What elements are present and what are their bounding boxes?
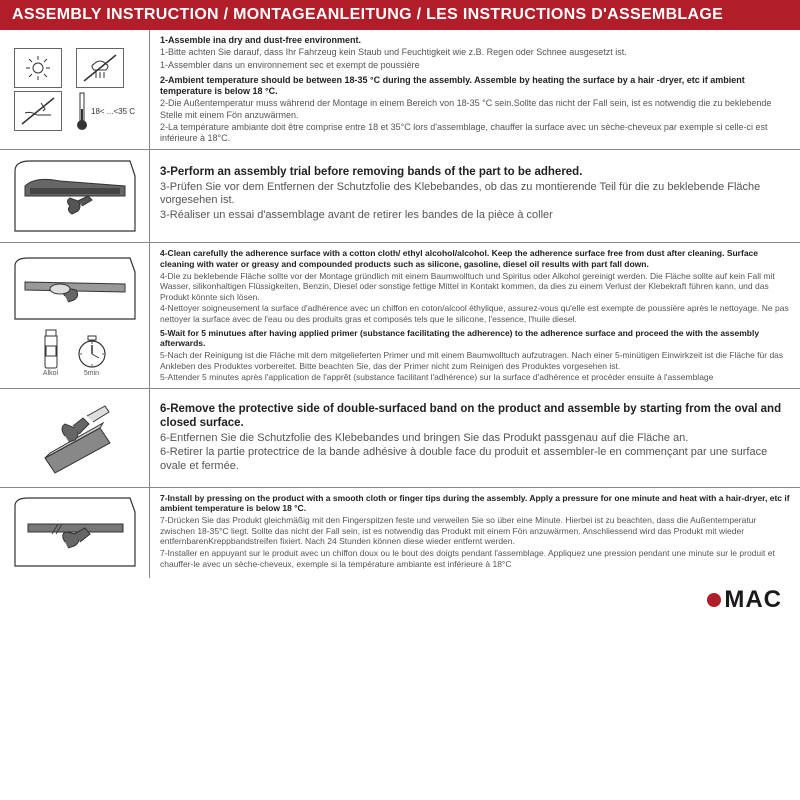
thermometer-icon: 18< ...<35 C	[76, 91, 135, 131]
step3-fr: 3-Réaliser un essai d'assemblage avant d…	[160, 209, 790, 223]
step4-en: 4-Clean carefully the adherence surface …	[160, 248, 790, 269]
press-install-icon	[10, 494, 140, 572]
header-title: ASSEMBLY INSTRUCTION / MONTAGEANLEITUNG …	[0, 0, 800, 30]
step2-en: 2-Ambient temperature should be between …	[160, 75, 790, 98]
step6-en: 6-Remove the protective side of double-s…	[160, 402, 790, 431]
step5-fr: 5-Attender 5 minutes après l'application…	[160, 372, 790, 383]
brand-dot-icon	[707, 593, 721, 607]
illustration-temp: 18< ...<35 C	[0, 30, 150, 149]
content-6: 6-Remove the protective side of double-s…	[150, 389, 800, 487]
step1-de: 1-Bitte achten Sie darauf, dass Ihr Fahr…	[160, 47, 790, 58]
illustration-clean: Alkol 5min	[0, 243, 150, 388]
temp-range-label: 18< ...<35 C	[91, 107, 135, 116]
sun-icon	[14, 48, 62, 88]
section-7: 7-Install by pressing on the product wit…	[0, 488, 800, 578]
content-7: 7-Install by pressing on the product wit…	[150, 488, 800, 578]
step1-en: 1-Assemble ina dry and dust-free environ…	[160, 35, 790, 46]
bottle-icon: Alkol	[40, 328, 62, 377]
timer-icon: 5min	[74, 334, 110, 377]
section-4-5: Alkol 5min 4-Clean carefully the adheren…	[0, 243, 800, 389]
step6-de: 6-Entfernen Sie die Schutzfolie des Kleb…	[160, 432, 790, 446]
step6-fr: 6-Retirer la partie protectrice de la ba…	[160, 446, 790, 474]
cleaning-icon	[10, 254, 140, 324]
step7-fr: 7-Installer en appuyant sur le produit a…	[160, 548, 790, 569]
content-1-2: 1-Assemble ina dry and dust-free environ…	[150, 30, 800, 149]
step5-en: 5-Wait for 5 minutues after having appli…	[160, 328, 790, 349]
brand-logo: MAC	[707, 586, 782, 614]
door-sill-icon	[10, 156, 140, 236]
section-6: 6-Remove the protective side of double-s…	[0, 389, 800, 488]
step1-fr: 1-Assembler dans un environnement sec et…	[160, 60, 790, 71]
timer-label: 5min	[74, 370, 110, 377]
step3-de: 3-Prüfen Sie vor dem Entfernen der Schut…	[160, 181, 790, 209]
no-water-icon	[14, 91, 62, 131]
bottle-label: Alkol	[40, 370, 62, 377]
section-3: 3-Perform an assembly trial before remov…	[0, 150, 800, 243]
illustration-peel	[0, 389, 150, 487]
step2-de: 2-Die Außentemperatur muss während der M…	[160, 98, 790, 121]
step2-fr: 2-La température ambiante doit être comp…	[160, 122, 790, 145]
content-4-5: 4-Clean carefully the adherence surface …	[150, 243, 800, 388]
content-3: 3-Perform an assembly trial before remov…	[150, 150, 800, 242]
illustration-trial	[0, 150, 150, 242]
step5-de: 5-Nach der Reinigung ist die Fläche mit …	[160, 350, 790, 371]
illustration-press	[0, 488, 150, 578]
peel-band-icon	[15, 398, 135, 478]
footer: MAC	[0, 578, 800, 618]
step3-en: 3-Perform an assembly trial before remov…	[160, 165, 790, 179]
step4-de: 4-Die zu beklebende Fläche sollte vor de…	[160, 271, 790, 303]
brand-text: MAC	[724, 586, 782, 614]
step7-de: 7-Drücken Sie das Produkt gleichmäßig mi…	[160, 515, 790, 547]
snow-icon	[76, 48, 124, 88]
step4-fr: 4-Nettoyer soigneusement la surface d'ad…	[160, 303, 790, 324]
step7-en: 7-Install by pressing on the product wit…	[160, 493, 790, 514]
section-1-2: 18< ...<35 C 1-Assemble ina dry and dust…	[0, 30, 800, 150]
